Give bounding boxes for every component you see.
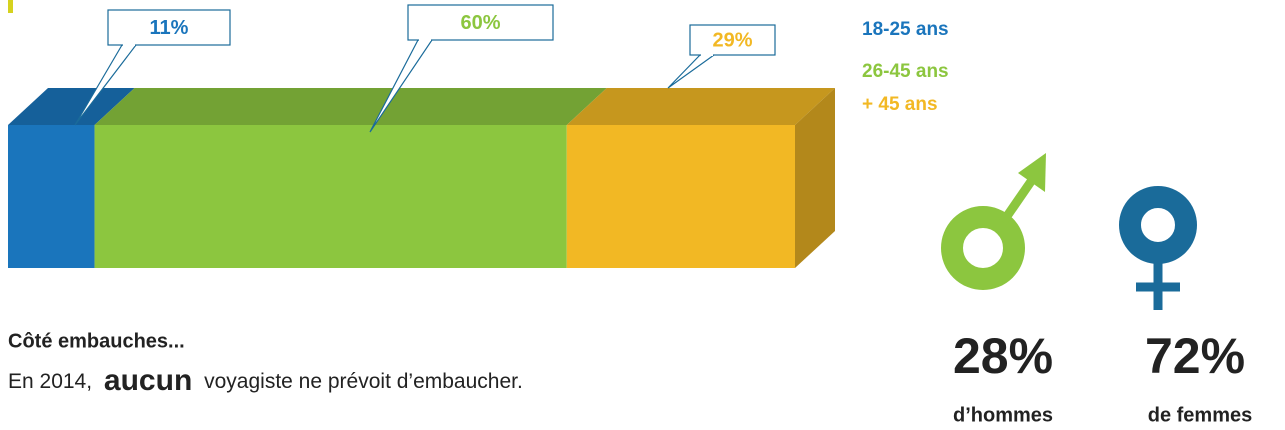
bar-top [566, 88, 835, 125]
text-after: voyagiste ne prévoit d’embaucher. [204, 370, 523, 393]
men-value: 28% [953, 328, 1053, 384]
legend-entry: + 45 ans [862, 94, 938, 115]
callout-box [689, 24, 776, 56]
bar-segment [94, 125, 567, 268]
accent-bar [8, 0, 13, 13]
female-symbol [1119, 186, 1197, 310]
callout-box [407, 4, 554, 41]
stacked-bar-chart: 11% 60% 29% [8, 4, 835, 268]
value-label: 60% [460, 12, 500, 34]
bar-top [94, 88, 607, 125]
women-label: de femmes [1148, 404, 1253, 426]
hiring-text: En 2014, aucun voyagiste ne prévoit d’em… [8, 364, 523, 397]
women-value: 72% [1145, 328, 1245, 384]
hiring-title: Côté embauches... [8, 330, 185, 352]
men-label: d’hommes [953, 404, 1053, 426]
male-arrow-shaft [999, 177, 1036, 225]
text-before: En 2014, [8, 370, 92, 393]
bar-side [795, 88, 835, 268]
value-label: 11% [150, 17, 189, 39]
value-label: 29% [712, 29, 752, 51]
legend-entry: 26-45 ans [862, 61, 949, 82]
emphasis: aucun [104, 364, 192, 397]
male-ring [941, 206, 1025, 290]
bar-segment [566, 125, 795, 268]
male-arrow-head [1018, 153, 1046, 192]
legend: 18-25 ans 26-45 ans + 45 ans [862, 19, 949, 115]
callout-pointer [667, 54, 716, 89]
bar-segment [8, 125, 95, 268]
female-ring [1119, 186, 1197, 264]
legend-entry: 18-25 ans [862, 19, 949, 40]
bar-top [8, 88, 135, 125]
callout-box [107, 9, 231, 46]
male-symbol [941, 153, 1046, 290]
